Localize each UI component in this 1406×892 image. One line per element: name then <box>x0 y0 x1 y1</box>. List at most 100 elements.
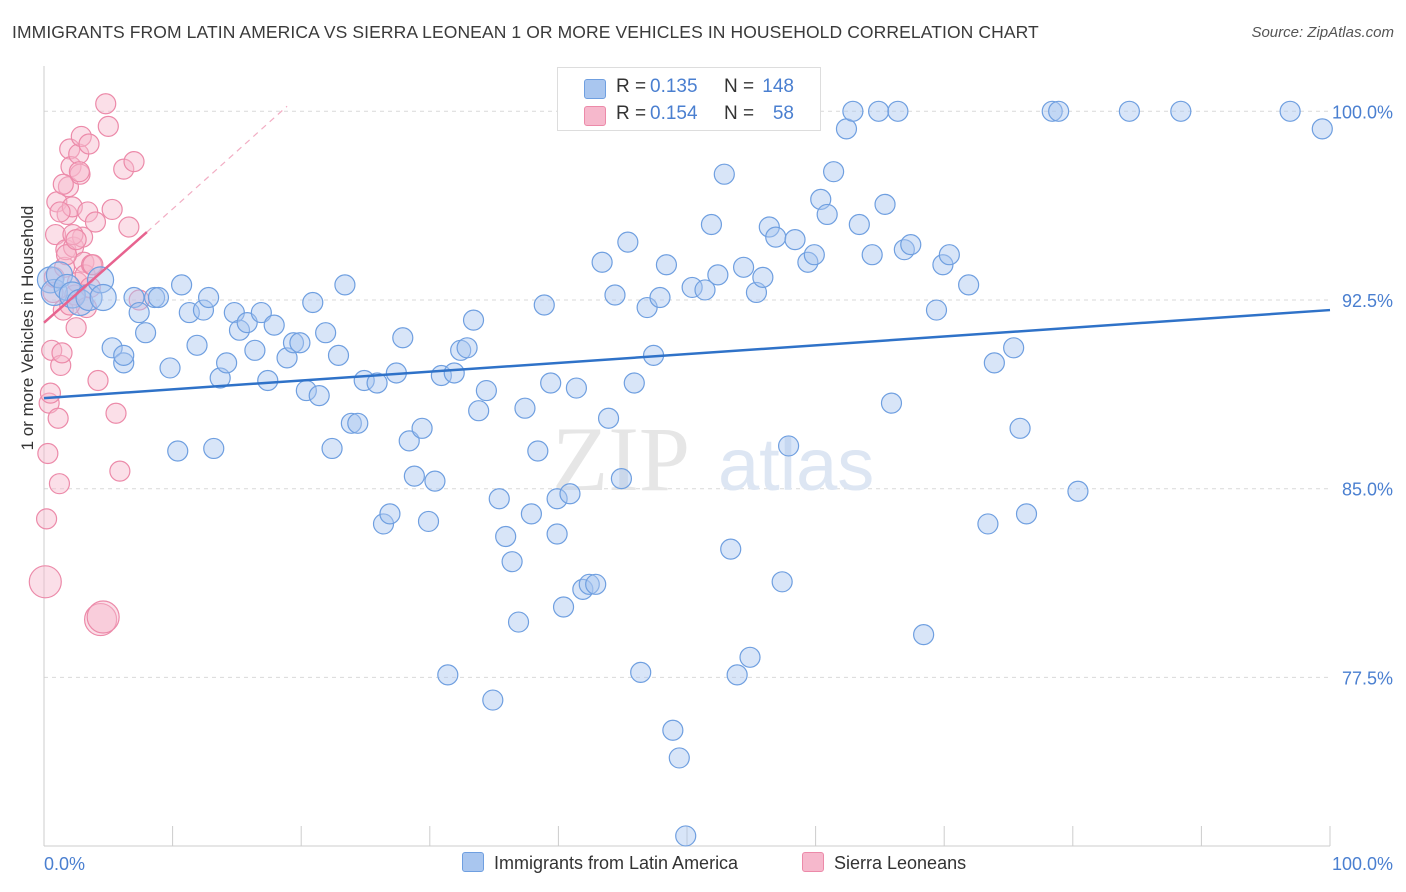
legend-r-value: 0.135 <box>650 76 698 97</box>
data-point <box>520 503 542 525</box>
legend-n-value: 148 <box>762 76 794 97</box>
data-point <box>128 301 150 324</box>
data-point <box>1118 100 1140 122</box>
data-point <box>244 339 266 361</box>
data-point <box>752 266 774 288</box>
data-point <box>147 286 170 309</box>
data-point <box>123 151 145 173</box>
data-point <box>938 244 960 266</box>
data-point <box>1015 503 1038 525</box>
chart-title: IMMIGRANTS FROM LATIN AMERICA VS SIERRA … <box>12 22 1039 42</box>
data-point <box>900 234 922 256</box>
data-point <box>216 352 238 374</box>
legend-row-blue: R = 0.135 N = 148 <box>558 75 820 101</box>
data-point <box>65 317 87 339</box>
y-tick-label: 85.0% <box>1342 480 1393 500</box>
data-point <box>84 211 107 233</box>
data-point <box>739 646 761 668</box>
source-label: Source: ZipAtlas.com <box>1251 24 1394 41</box>
data-point <box>49 201 71 223</box>
data-point <box>51 342 73 364</box>
legend-n-label: N = <box>724 76 755 97</box>
data-point <box>37 442 59 465</box>
data-point <box>694 279 716 301</box>
data-point <box>861 244 883 266</box>
data-point <box>97 115 119 137</box>
data-point <box>263 314 285 336</box>
data-point <box>167 440 189 462</box>
data-point <box>591 251 613 273</box>
data-point <box>546 488 568 510</box>
data-point <box>347 412 369 434</box>
data-point <box>228 319 251 341</box>
legend-label: Sierra Leoneans <box>834 853 967 873</box>
legend-item-latin-america[interactable]: Immigrants from Latin America <box>462 852 738 874</box>
data-point <box>198 286 220 309</box>
legend-n-value: 58 <box>772 103 794 124</box>
data-point <box>443 362 465 384</box>
data-point <box>308 385 330 407</box>
legend-r-value: 0.154 <box>650 103 698 124</box>
data-point <box>89 283 117 312</box>
data-point <box>488 488 510 510</box>
data-point <box>78 133 100 155</box>
data-point <box>462 309 485 331</box>
data-point <box>113 352 135 374</box>
trend-line-sierra-leoneans <box>43 231 148 324</box>
data-point <box>932 254 954 276</box>
trend-lines <box>43 105 1331 400</box>
data-point <box>109 460 131 482</box>
data-point <box>662 719 684 741</box>
data-point <box>507 611 530 633</box>
data-point <box>468 400 490 422</box>
data-point <box>118 216 140 238</box>
data-point <box>1009 417 1031 439</box>
data-point <box>105 402 127 424</box>
data-point <box>186 334 208 356</box>
data-point <box>501 551 523 573</box>
legend-swatch-blue <box>462 852 484 872</box>
data-point <box>95 93 117 115</box>
data-point <box>546 523 568 545</box>
data-point <box>282 332 305 354</box>
data-point <box>113 344 135 366</box>
series-latin-america <box>36 100 1333 847</box>
data-point <box>617 231 639 253</box>
data-point <box>726 664 748 686</box>
data-point <box>732 256 755 278</box>
data-point <box>417 510 440 533</box>
trend-line-extension-sierra-leoneans <box>146 105 288 233</box>
legend-label: Immigrants from Latin America <box>494 853 739 873</box>
data-point <box>784 229 806 251</box>
correlation-legend: R = 0.135 N = 148 R = 0.154 N = 58 <box>557 67 821 131</box>
data-point <box>983 352 1005 374</box>
data-point <box>58 281 86 309</box>
data-point <box>655 254 678 276</box>
legend-row-pink: R = 0.154 N = 58 <box>558 102 820 128</box>
data-point <box>101 337 123 359</box>
data-point <box>565 377 588 399</box>
data-point <box>514 397 536 419</box>
data-point <box>835 118 858 140</box>
data-point <box>765 226 787 248</box>
data-point <box>366 372 388 394</box>
data-point <box>1041 100 1063 122</box>
data-point <box>55 244 78 266</box>
data-point <box>159 357 181 379</box>
data-point <box>327 344 350 366</box>
data-point <box>250 301 272 324</box>
watermark-zip: ZIP <box>552 408 690 510</box>
data-point <box>411 417 433 439</box>
data-point <box>977 513 999 535</box>
data-point <box>403 465 425 487</box>
data-point <box>39 382 62 404</box>
data-point <box>668 747 690 769</box>
data-point <box>68 161 90 183</box>
data-point <box>340 412 362 434</box>
legend-item-sierra-leoneans[interactable]: Sierra Leoneans <box>802 852 966 874</box>
data-point <box>777 435 800 457</box>
y-axis-title: 1 or more Vehicles in Household <box>18 205 37 451</box>
data-point <box>720 538 742 560</box>
data-point <box>424 470 446 492</box>
